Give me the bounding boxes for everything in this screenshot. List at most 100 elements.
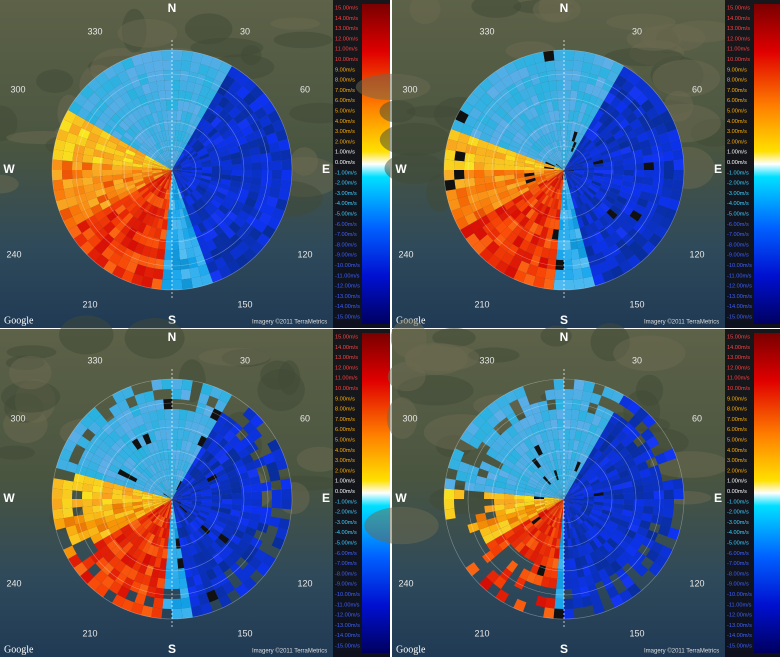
colorbar-label: 4.00m/s (335, 448, 355, 454)
colorbar-label: -13.00m/s (727, 623, 752, 629)
radar-cell (545, 598, 555, 609)
colorbar-label: -8.00m/s (335, 571, 357, 577)
colorbar-label: 12.00m/s (335, 36, 358, 42)
colorbar-label: -3.00m/s (727, 520, 749, 526)
radar-cell (280, 180, 291, 191)
radar-cell (282, 489, 292, 500)
colorbar-label: 13.00m/s (727, 26, 750, 32)
radar-cell (62, 151, 73, 161)
radar-cell (574, 51, 585, 62)
colorbar-label: 9.00m/s (727, 396, 747, 402)
colorbar-label: -5.00m/s (727, 540, 749, 546)
radar-cell (222, 170, 232, 175)
bearing-label: 30 (240, 355, 250, 365)
radar-cell (559, 549, 564, 559)
radar-cell (252, 491, 262, 499)
radar-cell (564, 609, 575, 619)
terrain-patch (274, 32, 333, 48)
radar-cell (280, 478, 291, 489)
bearing-label: 240 (6, 578, 21, 588)
radar-cell (252, 170, 262, 178)
radar-cell (504, 499, 514, 504)
colorbar-label: 7.00m/s (335, 88, 355, 94)
radar-cell (674, 160, 684, 171)
radar-cell (672, 180, 683, 191)
colorbar-label: -12.00m/s (335, 613, 360, 619)
radar-cell (634, 163, 644, 170)
radar-cell (232, 499, 242, 505)
radar-cell (153, 598, 163, 609)
colorbar-label: 3.00m/s (727, 129, 747, 135)
colorbar-label: -9.00m/s (727, 253, 749, 259)
radar-cell (663, 480, 674, 490)
colorbar-label: 10.00m/s (727, 57, 750, 63)
radar-cell (564, 599, 574, 609)
radar-cell (624, 164, 634, 170)
radar-cell (272, 489, 282, 499)
radar-cell (102, 164, 112, 170)
radar-cell (92, 499, 102, 506)
radar-cell (564, 389, 574, 399)
colorbar-label: 12.00m/s (727, 365, 750, 371)
radar-cell (53, 149, 64, 160)
radar-cell (262, 170, 272, 179)
radar-cell (454, 170, 464, 180)
colorbar-label: 1.00m/s (335, 150, 355, 156)
colorbar-label: -15.00m/s (335, 314, 360, 320)
colorbar (754, 4, 780, 324)
radar-cell (558, 559, 564, 569)
radar-cell (167, 549, 172, 559)
radar-cell (558, 100, 564, 110)
colorbar-label: -4.00m/s (335, 530, 357, 536)
radar-cell (554, 280, 565, 290)
terrain-patch (405, 344, 479, 371)
colorbar-label: 5.00m/s (727, 437, 747, 443)
radar-cell (484, 492, 494, 499)
radar-cell (172, 379, 183, 389)
bearing-label: 150 (237, 628, 252, 638)
radar-cell (573, 60, 583, 71)
colorbar-label: -12.00m/s (335, 284, 360, 290)
radar-cell (664, 160, 674, 170)
radar-cell (554, 609, 565, 619)
bearing-label: 330 (479, 355, 494, 365)
radar-cell (262, 161, 272, 170)
compass-east: E (714, 491, 722, 505)
radar-cell (112, 165, 122, 170)
bearing-label: 150 (237, 299, 252, 309)
bearing-label: 60 (692, 84, 702, 94)
radar-cell (172, 389, 182, 399)
radar-cell (166, 429, 172, 439)
bearing-label: 240 (398, 249, 413, 259)
radar-cell (555, 70, 564, 80)
radar-cell (165, 569, 172, 579)
bearing-label: 120 (297, 578, 312, 588)
radar-cell (72, 161, 82, 170)
imagery-credit: Imagery ©2011 TerraMetrics (644, 648, 719, 655)
radar-cell (644, 162, 654, 170)
bearing-label: 330 (87, 26, 102, 36)
colorbar-label: -3.00m/s (335, 191, 357, 197)
radar-cell (634, 170, 644, 177)
colorbar-label: -11.00m/s (727, 602, 752, 608)
colorbar-label: -13.00m/s (727, 294, 752, 300)
radar-cell (166, 559, 172, 569)
radar-cell (52, 499, 62, 510)
colorbar-label: -1.00m/s (727, 170, 749, 176)
radar-cell (182, 380, 193, 391)
radar-cell (555, 589, 564, 599)
radar-cell (494, 493, 504, 499)
radar-cell (559, 110, 564, 120)
radar-cell (555, 260, 564, 270)
radar-cell (474, 162, 484, 170)
colorbar-label: -7.00m/s (335, 561, 357, 567)
radar-cell (151, 607, 162, 618)
terrain-patch (9, 356, 52, 389)
radar-cell (163, 260, 172, 270)
colorbar-label: -2.00m/s (727, 510, 749, 516)
bearing-label: 120 (689, 578, 704, 588)
bearing-label: 30 (240, 26, 250, 36)
radar-cell (556, 579, 564, 589)
radar-cell (554, 270, 564, 280)
radar-cell (182, 51, 193, 62)
